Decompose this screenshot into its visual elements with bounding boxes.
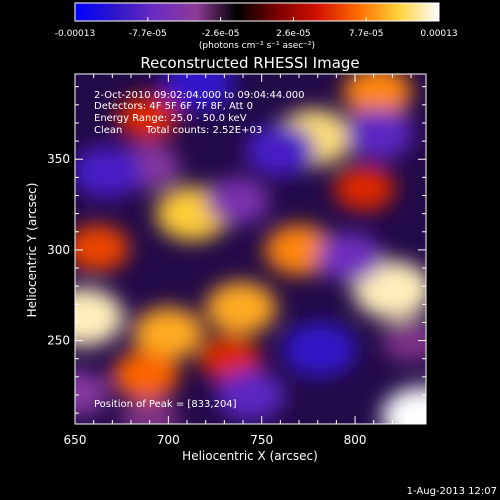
emission-source (117, 94, 179, 141)
emission-source (112, 350, 179, 400)
colorbar-tick-label: -2.6e-05 (202, 29, 240, 39)
x-tick-label: 700 (157, 433, 180, 447)
negative-lobe (161, 74, 235, 111)
negative-lobe (216, 369, 285, 421)
x-axis-label: Heliocentric X (arcsec) (182, 449, 318, 463)
emission-source (343, 74, 412, 118)
colorbar-tick-label: 0.00013 (420, 29, 457, 39)
y-tick-label: 250 (47, 334, 70, 348)
detectors: Detectors: 4F 5F 6F 7F 8F, Att 0 (94, 101, 253, 112)
x-tick-label: 650 (64, 433, 87, 447)
peak-position: Position of Peak = [833,204] (94, 399, 237, 410)
negative-lobe (120, 398, 179, 424)
time-range: 2-Oct-2010 09:02:04.000 to 09:04:44.000 (94, 90, 305, 101)
y-axis-label: Heliocentric Y (arcsec) (25, 183, 39, 318)
y-tick-label: 300 (47, 243, 70, 257)
colorbar (74, 2, 440, 22)
x-tick-label: 750 (250, 433, 273, 447)
emission-source (333, 165, 395, 211)
colorbar-tick-label: 7.7e-05 (349, 29, 384, 39)
negative-lobe (316, 232, 383, 282)
y-tick-label: 350 (47, 152, 70, 166)
colorbar-tick-label: 2.6e-05 (276, 29, 311, 39)
colorbar-ticks (74, 17, 440, 21)
energy-range: Energy Range: 25.0 - 50.0 keV (94, 113, 247, 124)
y-tick-labels: 250 300 350 (47, 152, 70, 347)
negative-lobe (244, 123, 316, 177)
emission-source (132, 307, 204, 360)
clean-label: Clean (94, 125, 122, 136)
colorbar-tick-label: -7.7e-05 (129, 29, 167, 39)
axis-ticks (74, 74, 426, 424)
negative-lobe (282, 322, 357, 377)
emission-source (75, 224, 130, 272)
chart-title: Reconstructed RHESSI Image (140, 54, 359, 72)
colorbar-tick-labels: -0.00013 -7.7e-05 -2.6e-05 2.6e-05 7.7e-05 0.… (55, 29, 458, 39)
negative-lobe (205, 177, 270, 225)
negative-lobe (381, 318, 426, 363)
emission-source (381, 386, 426, 424)
emission-source (205, 281, 277, 335)
footer-timestamp: 1-Aug-2013 12:07 (407, 486, 497, 497)
colorbar-unit: (photons cm⁻² s⁻¹ asec⁻²) (199, 41, 315, 51)
emission-source (75, 287, 124, 347)
total-counts: Total counts: 2.52E+03 (145, 125, 262, 136)
emission-source (264, 224, 334, 276)
negative-lobe (345, 108, 414, 160)
colorbar-tick-label: -0.00013 (55, 29, 95, 39)
heatmap-image (75, 74, 426, 424)
x-tick-label: 800 (344, 433, 367, 447)
x-tick-labels: 650 700 750 800 (64, 433, 367, 447)
negative-lobe (75, 370, 110, 416)
plot-frame (74, 73, 427, 425)
negative-lobe (75, 145, 143, 199)
